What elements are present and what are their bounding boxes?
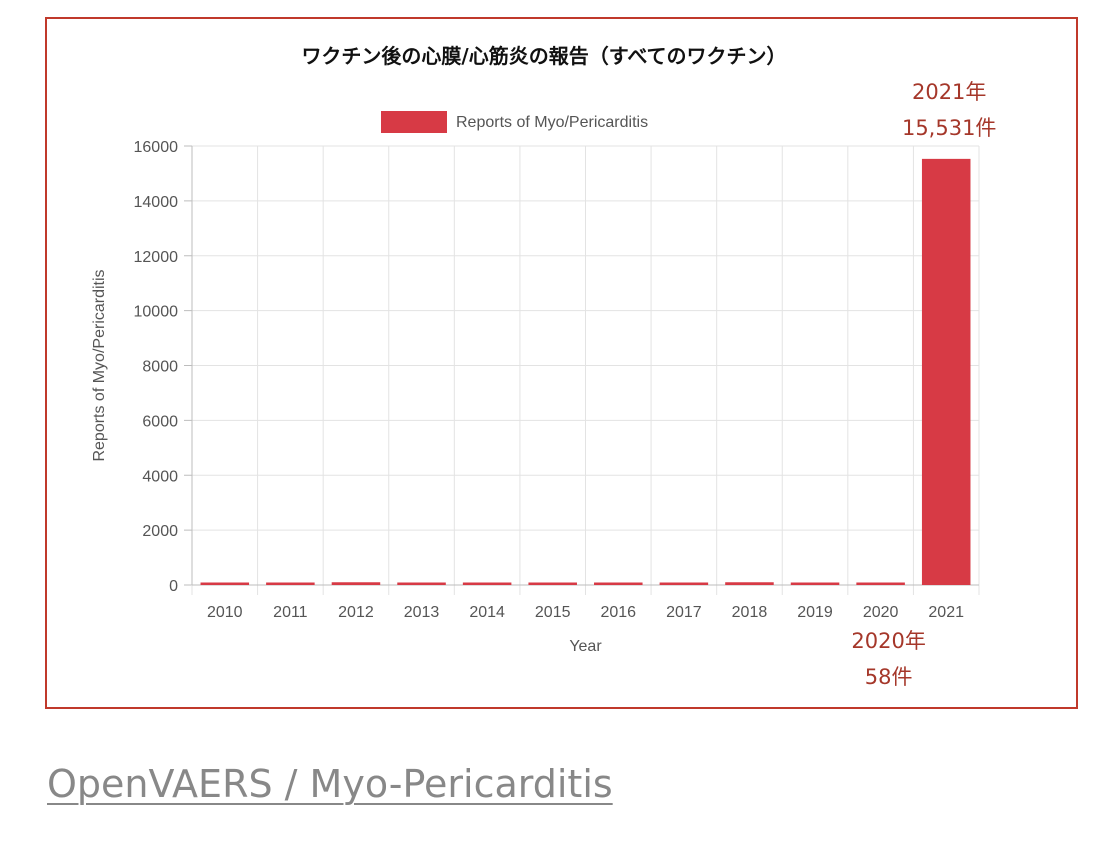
bar-2014 [462,582,512,585]
bar-2016 [594,582,643,585]
annotation-2020-line-1: 2020年 [851,629,925,653]
x-tick-label: 2011 [273,604,308,621]
y-tick-label: 2000 [142,523,178,540]
x-tick-label: 2018 [732,604,768,621]
y-tick-label: 8000 [142,359,178,376]
x-tick-label: 2016 [600,604,636,621]
x-tick-label: 2012 [338,604,374,621]
bar-2018 [725,582,774,585]
y-tick-label: 12000 [134,249,179,266]
y-tick-label: 10000 [134,304,179,321]
legend-label: Reports of Myo/Pericarditis [456,114,648,131]
x-tick-label: 2021 [928,604,964,621]
bar-2011 [266,582,315,585]
legend-swatch [381,111,447,133]
y-tick-label: 0 [169,578,178,595]
source-link[interactable]: OpenVAERS / Myo-Pericarditis [47,762,613,806]
y-axis-title: Reports of Myo/Pericarditis [91,269,108,461]
bar-2012 [331,582,381,585]
y-tick-label: 6000 [142,413,178,430]
y-tick-label: 16000 [134,139,179,156]
chart-svg: ワクチン後の心膜/心筋炎の報告（すべてのワクチン） Reports of Myo/… [91,44,996,689]
x-tick-label: 2017 [666,604,702,621]
bar-2019 [790,582,840,585]
x-tick-label: 2019 [797,604,833,621]
bar-2015 [528,582,577,585]
x-tick-label: 2010 [207,604,243,621]
annotation-2020-line-2: 58件 [865,665,913,689]
annotation-2021-line-1: 2021年 [912,80,986,104]
y-tick-label: 4000 [142,468,178,485]
x-tick-label: 2015 [535,604,571,621]
x-tick-label: 2014 [469,604,505,621]
y-tick-label: 14000 [134,194,179,211]
x-tick-label: 2013 [404,604,440,621]
bar-2013 [397,582,446,585]
bar-2017 [659,582,709,585]
chart-title: ワクチン後の心膜/心筋炎の報告（すべてのワクチン） [301,44,786,68]
x-axis-title: Year [569,638,602,655]
bar-2020 [856,582,905,585]
annotation-2021-line-2: 15,531件 [902,116,996,140]
bar-2021 [921,158,971,585]
chart-frame: ワクチン後の心膜/心筋炎の報告（すべてのワクチン） Reports of Myo/… [45,17,1078,709]
bar-2010 [200,582,250,585]
x-tick-label: 2020 [863,604,899,621]
